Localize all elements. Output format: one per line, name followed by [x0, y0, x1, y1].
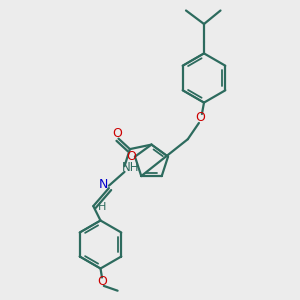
- Text: NH: NH: [122, 160, 140, 174]
- Text: O: O: [196, 111, 205, 124]
- Text: O: O: [112, 127, 122, 140]
- Text: H: H: [98, 202, 106, 212]
- Text: N: N: [99, 178, 108, 191]
- Text: O: O: [97, 274, 107, 288]
- Text: O: O: [126, 149, 136, 163]
